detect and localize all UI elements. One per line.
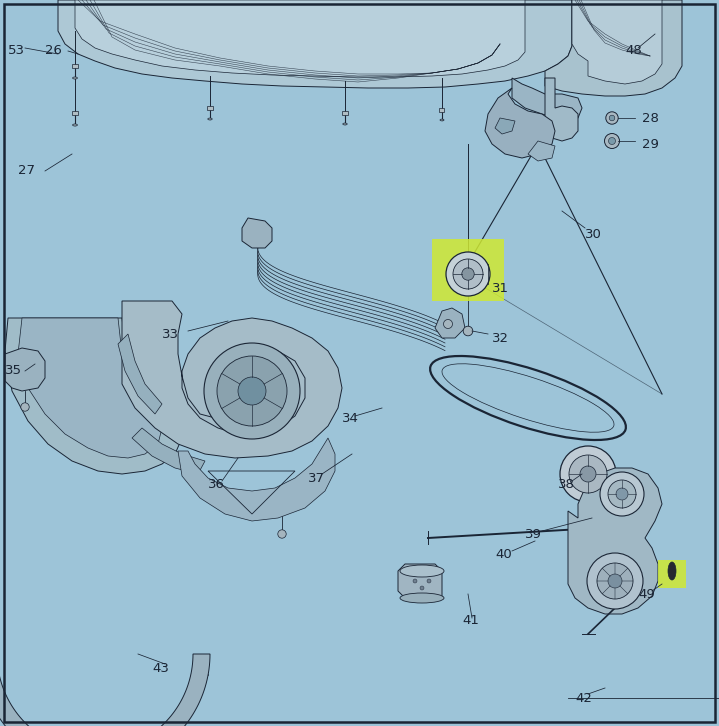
- Circle shape: [609, 115, 615, 121]
- Text: 29: 29: [642, 137, 659, 150]
- Text: 39: 39: [525, 528, 542, 540]
- Bar: [72, 111, 78, 115]
- Ellipse shape: [668, 562, 676, 580]
- Ellipse shape: [73, 77, 78, 79]
- Ellipse shape: [73, 124, 78, 126]
- Bar: [72, 64, 78, 68]
- Text: 30: 30: [585, 227, 602, 240]
- Text: 28: 28: [642, 112, 659, 124]
- Circle shape: [21, 403, 29, 411]
- Text: 53: 53: [8, 44, 25, 57]
- Circle shape: [605, 134, 620, 149]
- Text: 36: 36: [208, 478, 225, 491]
- Circle shape: [608, 480, 636, 508]
- Text: 38: 38: [558, 478, 575, 491]
- Circle shape: [420, 586, 424, 590]
- Circle shape: [569, 455, 607, 493]
- Text: 31: 31: [492, 282, 509, 295]
- Circle shape: [580, 466, 596, 482]
- Ellipse shape: [440, 119, 444, 121]
- Polygon shape: [75, 0, 525, 77]
- Text: 26: 26: [45, 44, 62, 57]
- Circle shape: [453, 259, 483, 289]
- Circle shape: [204, 343, 300, 439]
- Circle shape: [587, 553, 643, 609]
- Polygon shape: [398, 564, 442, 598]
- Text: 49: 49: [638, 587, 655, 600]
- Polygon shape: [18, 318, 162, 458]
- Polygon shape: [0, 644, 210, 726]
- Text: 32: 32: [492, 332, 509, 345]
- Polygon shape: [512, 78, 582, 121]
- Circle shape: [560, 446, 616, 502]
- Text: 48: 48: [625, 44, 642, 57]
- Polygon shape: [545, 0, 682, 96]
- FancyBboxPatch shape: [432, 239, 504, 301]
- Text: 35: 35: [5, 364, 22, 378]
- Circle shape: [608, 574, 622, 588]
- Circle shape: [238, 377, 266, 405]
- Polygon shape: [5, 348, 45, 391]
- Ellipse shape: [208, 118, 212, 120]
- Circle shape: [217, 356, 287, 426]
- Circle shape: [413, 579, 417, 583]
- Bar: [439, 108, 444, 112]
- Circle shape: [616, 488, 628, 500]
- Polygon shape: [58, 0, 572, 88]
- Text: 42: 42: [575, 691, 592, 704]
- Circle shape: [597, 563, 633, 599]
- Polygon shape: [122, 301, 342, 458]
- Text: 40: 40: [495, 547, 512, 560]
- FancyBboxPatch shape: [658, 560, 686, 588]
- Ellipse shape: [400, 565, 444, 577]
- Text: 33: 33: [162, 327, 179, 340]
- Polygon shape: [528, 141, 555, 161]
- Circle shape: [608, 137, 615, 144]
- Circle shape: [462, 268, 475, 280]
- Polygon shape: [242, 218, 272, 248]
- Polygon shape: [568, 468, 662, 614]
- Circle shape: [278, 530, 286, 538]
- Text: 27: 27: [18, 165, 35, 177]
- Circle shape: [427, 579, 431, 583]
- Polygon shape: [495, 118, 515, 134]
- Bar: [342, 111, 348, 115]
- Circle shape: [606, 112, 618, 124]
- Polygon shape: [5, 318, 182, 474]
- Polygon shape: [435, 308, 465, 338]
- Text: 34: 34: [342, 412, 359, 425]
- Circle shape: [444, 319, 452, 328]
- Polygon shape: [132, 428, 205, 474]
- Ellipse shape: [400, 593, 444, 603]
- Ellipse shape: [343, 123, 347, 125]
- Polygon shape: [545, 78, 578, 141]
- Bar: [207, 106, 213, 110]
- Text: 37: 37: [308, 471, 325, 484]
- Circle shape: [463, 326, 473, 336]
- Polygon shape: [485, 88, 555, 158]
- Polygon shape: [118, 334, 162, 414]
- Polygon shape: [178, 438, 335, 521]
- Polygon shape: [572, 0, 662, 84]
- Text: 41: 41: [462, 614, 479, 627]
- Text: 43: 43: [152, 661, 169, 674]
- Circle shape: [446, 252, 490, 296]
- Circle shape: [600, 472, 644, 516]
